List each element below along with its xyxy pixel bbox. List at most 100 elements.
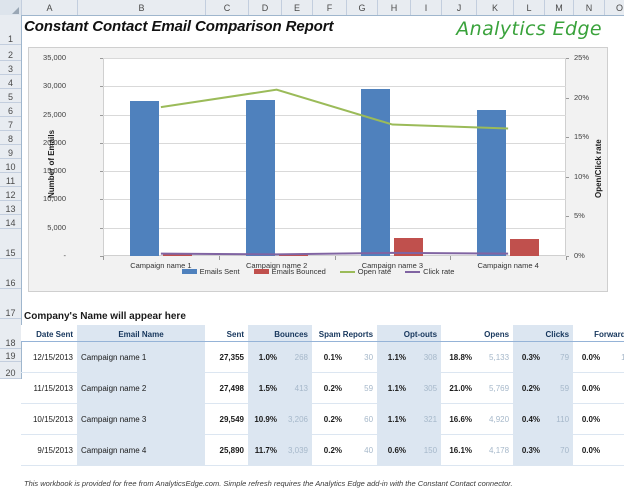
column-header-j[interactable]: J: [442, 0, 477, 15]
cell-optouts-pct[interactable]: 1.1%: [377, 341, 411, 373]
bar-emails-bounced[interactable]: [162, 254, 192, 256]
bar-emails-sent[interactable]: [245, 100, 275, 256]
table-row[interactable]: 9/15/2013 Campaign name 4 25,890 11.7% 3,039…: [21, 434, 624, 466]
cell-optouts-count[interactable]: 321: [410, 403, 442, 435]
row-header-13[interactable]: 13: [0, 201, 21, 215]
cell-spam-count[interactable]: 59: [346, 372, 378, 404]
cell-bounces-pct[interactable]: 11.7%: [248, 434, 281, 466]
cell-spam-count[interactable]: 60: [346, 403, 378, 435]
column-header-d[interactable]: D: [249, 0, 282, 15]
row-header-19[interactable]: 19: [0, 349, 21, 362]
cell-forwards-count[interactable]: -: [604, 403, 624, 435]
cell-bounces-pct[interactable]: 10.9%: [248, 403, 281, 435]
cell-clicks-count[interactable]: 59: [544, 372, 574, 404]
cell-sent[interactable]: 25,890: [205, 434, 248, 466]
row-header-3[interactable]: 3: [0, 61, 21, 75]
row-header-4[interactable]: 4: [0, 75, 21, 89]
cell-spam-pct[interactable]: 0.2%: [312, 372, 347, 404]
bar-emails-bounced[interactable]: [394, 237, 424, 256]
cell-email-name[interactable]: Campaign name 1: [77, 341, 205, 373]
row-header-16[interactable]: 16: [0, 259, 21, 289]
cell-optouts-pct[interactable]: 1.1%: [377, 403, 411, 435]
cell-spam-pct[interactable]: 0.2%: [312, 403, 347, 435]
bar-emails-sent[interactable]: [477, 109, 507, 256]
cell-forwards-pct[interactable]: 0.0%: [573, 341, 605, 373]
cell-bounces-pct[interactable]: 1.5%: [248, 372, 281, 404]
cell-opens-count[interactable]: 5,769: [476, 372, 514, 404]
cell-sent[interactable]: 27,355: [205, 341, 248, 373]
column-header-a[interactable]: A: [22, 0, 78, 15]
row-header-11[interactable]: 11: [0, 173, 21, 187]
cell-optouts-count[interactable]: 305: [410, 372, 442, 404]
row-header-20[interactable]: 20: [0, 362, 21, 379]
cell-spam-pct[interactable]: 0.2%: [312, 434, 347, 466]
cell-opens-count[interactable]: 4,920: [476, 403, 514, 435]
col-clicks[interactable]: Clicks: [513, 325, 574, 342]
col-optouts[interactable]: Opt-outs: [377, 325, 442, 342]
cell-spam-count[interactable]: 40: [346, 434, 378, 466]
cell-forwards-pct[interactable]: 0.0%: [573, 434, 605, 466]
row-header-12[interactable]: 12: [0, 187, 21, 201]
bar-emails-bounced[interactable]: [278, 253, 308, 256]
cell-email-name[interactable]: Campaign name 3: [77, 403, 205, 435]
column-header-i[interactable]: I: [411, 0, 442, 15]
column-header-k[interactable]: K: [477, 0, 514, 15]
row-header-17[interactable]: 17: [0, 289, 21, 319]
row-header-1[interactable]: 1: [0, 15, 21, 45]
bar-emails-sent[interactable]: [129, 101, 159, 256]
cell-clicks-count[interactable]: 110: [544, 403, 574, 435]
cell-date-sent[interactable]: 9/15/2013: [21, 434, 77, 466]
row-header-9[interactable]: 9: [0, 145, 21, 159]
bar-emails-sent[interactable]: [361, 88, 391, 256]
cell-bounces-count[interactable]: 268: [281, 341, 313, 373]
cell-clicks-count[interactable]: 70: [544, 434, 574, 466]
row-header-10[interactable]: 10: [0, 159, 21, 173]
table-row[interactable]: 10/15/2013 Campaign name 3 29,549 10.9% 3,20…: [21, 403, 624, 435]
column-header-o[interactable]: O: [605, 0, 624, 15]
column-header-h[interactable]: H: [378, 0, 411, 15]
row-header-14[interactable]: 14: [0, 215, 21, 229]
column-header-c[interactable]: C: [206, 0, 249, 15]
cell-opens-pct[interactable]: 21.0%: [441, 372, 477, 404]
cell-date-sent[interactable]: 12/15/2013: [21, 341, 77, 373]
cell-forwards-count[interactable]: -: [604, 372, 624, 404]
col-sent[interactable]: Sent: [205, 325, 248, 342]
select-all-corner[interactable]: [0, 0, 22, 15]
col-email-name[interactable]: Email Name: [77, 325, 205, 342]
row-header-8[interactable]: 8: [0, 131, 21, 145]
email-comparison-chart[interactable]: - 5,000 10,000 15,000 20,000 25,000 30,000 35,0…: [28, 47, 608, 292]
cell-date-sent[interactable]: 10/15/2013: [21, 403, 77, 435]
cell-clicks-count[interactable]: 79: [544, 341, 574, 373]
cell-clicks-pct[interactable]: 0.3%: [513, 341, 545, 373]
cell-optouts-pct[interactable]: 0.6%: [377, 434, 411, 466]
bar-emails-bounced[interactable]: [510, 238, 540, 256]
cell-email-name[interactable]: Campaign name 4: [77, 434, 205, 466]
col-opens[interactable]: Opens: [441, 325, 514, 342]
cell-opens-count[interactable]: 5,133: [476, 341, 514, 373]
col-spam-reports[interactable]: Spam Reports: [312, 325, 378, 342]
cell-date-sent[interactable]: 11/15/2013: [21, 372, 77, 404]
col-forwards[interactable]: Forwards: [573, 325, 624, 342]
cell-spam-pct[interactable]: 0.1%: [312, 341, 347, 373]
cell-clicks-pct[interactable]: 0.3%: [513, 434, 545, 466]
column-header-m[interactable]: M: [545, 0, 574, 15]
cell-clicks-pct[interactable]: 0.4%: [513, 403, 545, 435]
row-header-5[interactable]: 5: [0, 89, 21, 103]
col-date-sent[interactable]: Date Sent: [21, 325, 77, 342]
column-header-n[interactable]: N: [574, 0, 605, 15]
table-row[interactable]: 11/15/2013 Campaign name 2 27,498 1.5% 413 0.…: [21, 372, 624, 404]
cell-spam-count[interactable]: 30: [346, 341, 378, 373]
cell-bounces-count[interactable]: 3,206: [281, 403, 313, 435]
cell-opens-pct[interactable]: 16.1%: [441, 434, 477, 466]
legend-item[interactable]: Click rate: [405, 267, 454, 276]
column-header-e[interactable]: E: [282, 0, 313, 15]
column-header-b[interactable]: B: [78, 0, 206, 15]
cell-forwards-pct[interactable]: 0.0%: [573, 403, 605, 435]
row-header-6[interactable]: 6: [0, 103, 21, 117]
legend-item[interactable]: Open rate: [339, 267, 391, 276]
cell-forwards-count[interactable]: -: [604, 434, 624, 466]
cell-optouts-count[interactable]: 150: [410, 434, 442, 466]
cell-opens-pct[interactable]: 16.6%: [441, 403, 477, 435]
legend-item[interactable]: Emails Bounced: [253, 267, 326, 276]
table-row[interactable]: 12/15/2013 Campaign name 1 27,355 1.0% 268 0.…: [21, 341, 624, 373]
